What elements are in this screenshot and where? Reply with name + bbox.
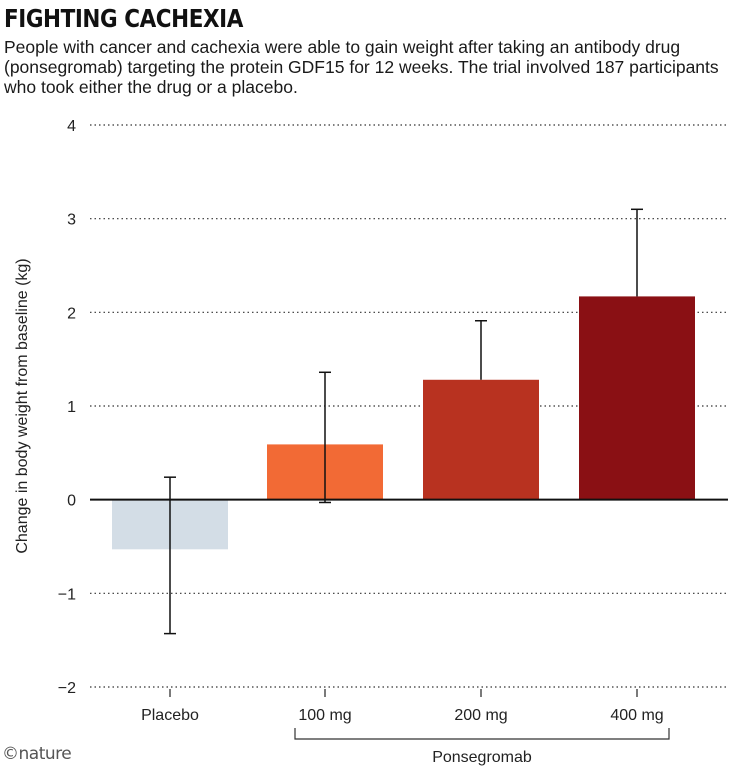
x-tick-label: 200 mg <box>454 707 507 724</box>
chart-subtitle: People with cancer and cachexia were abl… <box>4 37 719 97</box>
nature-logo: ©nature <box>2 744 72 764</box>
error-bars <box>164 208 643 635</box>
bar <box>423 379 539 500</box>
y-tick-label: 4 <box>67 118 76 135</box>
bars <box>112 296 695 550</box>
x-tick-label: 100 mg <box>298 707 351 724</box>
bracket-line <box>294 728 670 740</box>
y-tick-label: 3 <box>67 212 76 229</box>
y-axis-ticks: 4 3 2 1 0 −1 −2 <box>58 118 76 697</box>
x-tick-label: 400 mg <box>610 707 663 724</box>
x-tick-label: Placebo <box>141 707 199 724</box>
group-bracket: Ponsegromab <box>294 728 670 766</box>
x-axis-ticks: Placebo 100 mg 200 mg 400 mg <box>141 689 664 724</box>
y-axis-label: Change in body weight from baseline (kg) <box>14 258 31 553</box>
y-tick-label: −1 <box>58 586 76 603</box>
bar <box>579 296 695 500</box>
chart-title: FIGHTING CACHEXIA <box>4 4 243 33</box>
group-label: Ponsegromab <box>432 749 532 766</box>
y-tick-label: 2 <box>67 305 76 322</box>
y-tick-label: 1 <box>67 399 76 416</box>
y-tick-label: 0 <box>67 493 76 510</box>
y-tick-label: −2 <box>58 680 76 697</box>
